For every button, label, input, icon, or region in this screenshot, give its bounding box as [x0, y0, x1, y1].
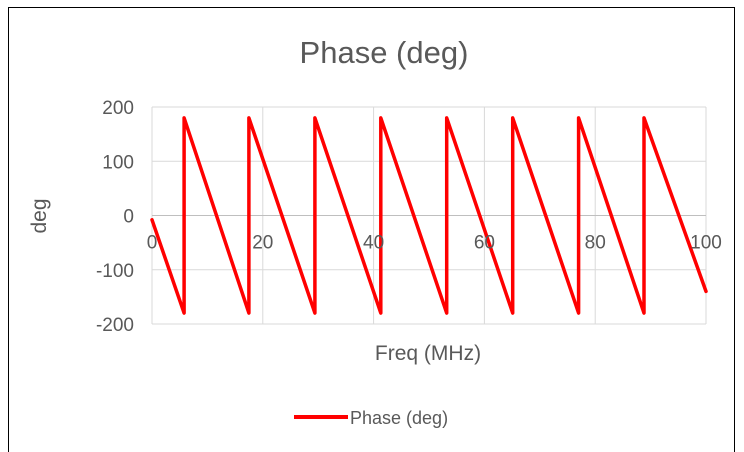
- x-axis-title: Freq (MHz): [375, 342, 481, 365]
- x-tick-label: 60: [474, 233, 495, 254]
- x-tick-label: 80: [585, 233, 606, 254]
- y-axis-ticks: -200 -100 0 100 200: [96, 98, 134, 336]
- y-tick-label: -200: [96, 315, 134, 336]
- x-axis-ticks: 0 20 40 60 80 100: [147, 233, 722, 254]
- x-tick-label: 20: [252, 233, 273, 254]
- x-tick-label: 100: [690, 233, 722, 254]
- grid: [151, 106, 707, 325]
- chart-title: Phase (deg): [300, 35, 469, 70]
- y-tick-label: 0: [123, 207, 134, 228]
- y-tick-label: 100: [102, 152, 134, 173]
- x-tick-label: 0: [147, 233, 158, 254]
- series-layer: [150, 116, 708, 315]
- x-tick-label: 40: [363, 233, 384, 254]
- y-tick-label: 200: [102, 98, 134, 119]
- legend: Phase (deg): [294, 408, 448, 428]
- series-line: [150, 116, 708, 315]
- y-axis-title: deg: [28, 198, 51, 233]
- y-tick-label: -100: [96, 261, 134, 282]
- legend-label: Phase (deg): [350, 408, 448, 428]
- chart-area: [8, 7, 735, 452]
